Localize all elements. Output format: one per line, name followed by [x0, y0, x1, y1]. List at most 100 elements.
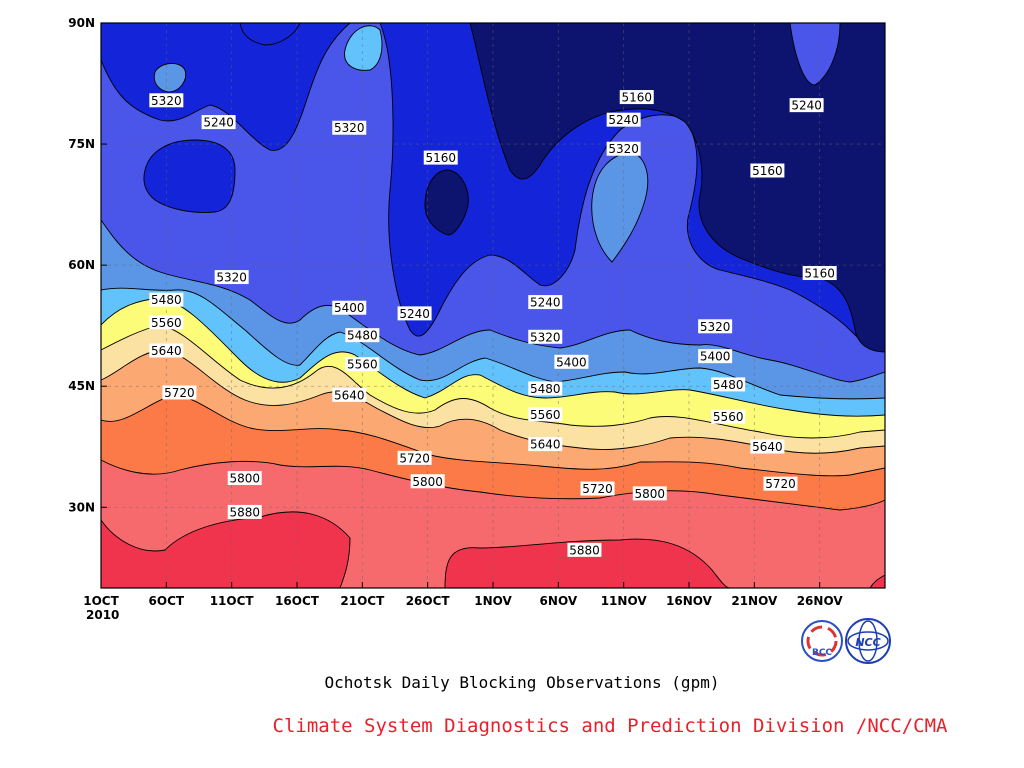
- credit-line: Climate System Diagnostics and Predictio…: [273, 715, 948, 737]
- svg-text:5720: 5720: [765, 477, 796, 491]
- y-axis: 30N 45N 60N 75N 90N: [68, 16, 107, 514]
- band-5160-minus: [424, 23, 885, 353]
- contour-label: 5800: [227, 471, 262, 486]
- svg-text:5480: 5480: [530, 382, 561, 396]
- x-tick-label: 6NOV: [540, 594, 578, 608]
- contour-label: 5560: [711, 409, 746, 424]
- svg-text:5240: 5240: [530, 296, 561, 310]
- svg-text:5160: 5160: [804, 267, 835, 281]
- pocket-5320-11nov: [591, 151, 649, 263]
- chart-title: Ochotsk Daily Blocking Observations (gpm…: [325, 673, 720, 692]
- contour-label: 5640: [528, 437, 563, 452]
- y-tick-label: 45N: [68, 379, 95, 393]
- x-tick-label: 1OCT: [83, 594, 119, 608]
- contour-label: 5640: [149, 343, 184, 358]
- pocket-5320-6oct: [153, 63, 187, 93]
- contour-label: 5160: [750, 163, 785, 178]
- contour-label: 5160: [619, 90, 654, 105]
- contour-label: 5160: [423, 150, 458, 165]
- x-tick-label: 26OCT: [406, 594, 451, 608]
- contour-label: 5240: [789, 98, 824, 113]
- contour-label: 5400: [332, 300, 367, 315]
- pocket-5240-24nov: [789, 23, 841, 86]
- contour-label: 5240: [201, 115, 236, 130]
- contour-label: 5720: [162, 385, 197, 400]
- contour-label: 5400: [554, 354, 589, 369]
- svg-text:5720: 5720: [399, 451, 430, 465]
- svg-text:5560: 5560: [151, 316, 182, 330]
- contour-label: 5480: [345, 328, 380, 343]
- contour-label: 5800: [410, 474, 445, 489]
- svg-text:5800: 5800: [229, 472, 260, 486]
- svg-text:5240: 5240: [608, 113, 639, 127]
- contour-label: 5640: [750, 439, 785, 454]
- svg-text:5480: 5480: [713, 378, 744, 392]
- svg-text:NCC: NCC: [855, 636, 880, 649]
- contour-label: 5800: [632, 486, 667, 501]
- pocket-5400-21oct: [344, 25, 383, 71]
- x-year-label: 2010: [86, 608, 119, 622]
- x-tick-label: 26NOV: [797, 594, 844, 608]
- contour-label: 5720: [763, 476, 798, 491]
- svg-text:5560: 5560: [530, 408, 561, 422]
- contour-label: 5320: [698, 319, 733, 334]
- x-tick-label: 16OCT: [275, 594, 320, 608]
- svg-text:5480: 5480: [151, 293, 182, 307]
- svg-text:5320: 5320: [334, 121, 365, 135]
- contour-label: 5160: [802, 266, 837, 281]
- svg-text:5320: 5320: [216, 271, 247, 285]
- contour-label: 5400: [698, 349, 733, 364]
- svg-text:5640: 5640: [752, 440, 783, 454]
- svg-text:5560: 5560: [713, 410, 744, 424]
- x-axis: 1OCT 6OCT 11OCT 16OCT 21OCT 26OCT 1NOV 6NOV 11NO…: [83, 582, 843, 608]
- contour-label: 5560: [345, 357, 380, 372]
- svg-text:5560: 5560: [347, 358, 378, 372]
- svg-text:5880: 5880: [229, 505, 260, 519]
- svg-text:5320: 5320: [608, 142, 639, 156]
- contour-label: 5240: [606, 112, 641, 127]
- contour-label: 5880: [227, 504, 262, 519]
- contour-label: 5720: [580, 481, 615, 496]
- svg-text:5640: 5640: [334, 388, 365, 402]
- svg-text:5320: 5320: [700, 320, 731, 334]
- bcc-logo: BCC: [801, 620, 843, 662]
- contour-label: 5480: [711, 377, 746, 392]
- svg-text:5400: 5400: [556, 355, 587, 369]
- svg-text:5240: 5240: [399, 307, 430, 321]
- x-tick-label: 1NOV: [474, 594, 512, 608]
- contour-label: 5240: [397, 306, 432, 321]
- ncc-logo: NCC: [845, 618, 891, 664]
- y-tick-label: 60N: [68, 258, 95, 272]
- svg-text:5720: 5720: [582, 482, 613, 496]
- svg-text:5640: 5640: [530, 438, 561, 452]
- contour-labels: 5320 5240 5320 5160 5160 5240 5320 5240 5160 5320…: [149, 90, 837, 557]
- contour-label: 5320: [528, 329, 563, 344]
- svg-text:5480: 5480: [347, 329, 378, 343]
- contour-label: 5320: [606, 141, 641, 156]
- svg-text:5800: 5800: [412, 475, 443, 489]
- svg-text:5320: 5320: [151, 94, 182, 108]
- svg-text:5160: 5160: [621, 91, 652, 105]
- x-tick-label: 16NOV: [666, 594, 713, 608]
- contour-label: 5320: [149, 93, 184, 108]
- contour-label: 5880: [567, 542, 602, 557]
- svg-text:BCC: BCC: [812, 648, 832, 658]
- svg-text:5800: 5800: [635, 487, 666, 501]
- contour-label: 5240: [528, 295, 563, 310]
- y-tick-label: 90N: [68, 16, 95, 30]
- svg-text:5400: 5400: [334, 301, 365, 315]
- svg-text:5160: 5160: [425, 151, 456, 165]
- contour-label: 5720: [397, 450, 432, 465]
- x-tick-label: 11NOV: [601, 594, 648, 608]
- y-tick-label: 30N: [68, 500, 95, 514]
- svg-text:5400: 5400: [700, 350, 731, 364]
- svg-text:5720: 5720: [164, 386, 195, 400]
- svg-text:5240: 5240: [203, 116, 234, 130]
- pocket-5160-top-11oct: [239, 23, 301, 46]
- svg-text:5640: 5640: [151, 344, 182, 358]
- pocket-5160-5240-6oct: [143, 139, 236, 213]
- contour-label: 5320: [332, 120, 367, 135]
- contour-label: 5640: [332, 387, 367, 402]
- svg-text:5880: 5880: [569, 543, 600, 557]
